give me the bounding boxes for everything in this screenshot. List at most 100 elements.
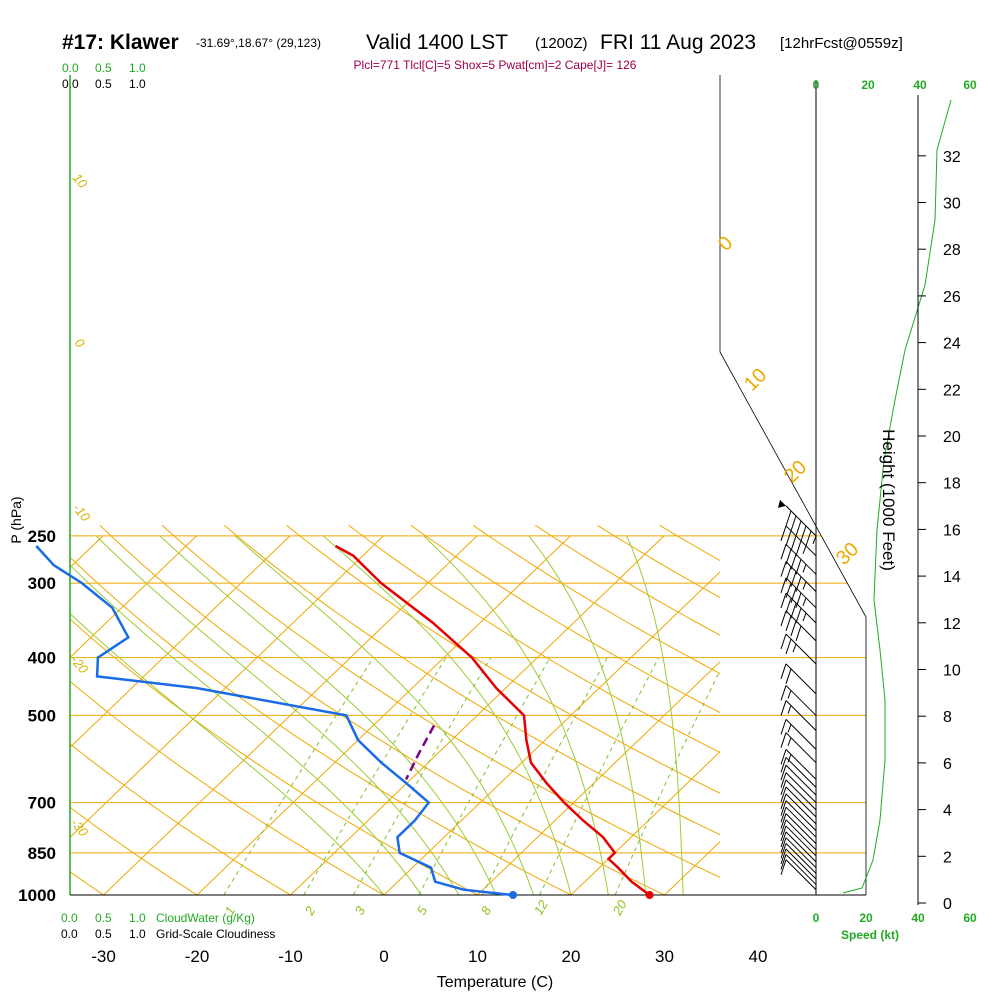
y-axis-label: P (hPa)	[8, 496, 24, 543]
pressure-tick-label: 850	[28, 844, 56, 863]
x-axis-label: Temperature (C)	[437, 974, 553, 991]
station-coords: -31.69°,18.67° (29,123)	[196, 36, 321, 50]
dry-adiabat-line	[70, 556, 573, 895]
wind-barb	[780, 757, 817, 788]
cloud-scale-top-green-0: 0.0	[62, 61, 79, 75]
mixing-ratio-line	[418, 657, 551, 895]
wind-barb	[780, 806, 817, 838]
parcel-path	[404, 725, 436, 780]
wind-barb	[780, 837, 817, 869]
wind-barb	[780, 764, 817, 796]
isotherm-line	[945, 536, 1000, 895]
dry-adiabat-line	[70, 680, 386, 895]
moist-adiabat-line	[234, 535, 535, 895]
cloud-scale-bottom-black-2: 1.0	[129, 927, 146, 941]
temperature-tick-label: 10	[468, 947, 487, 966]
height-tick-label: 22	[943, 382, 961, 399]
pressure-tick-label: 400	[28, 649, 56, 668]
cloudwater-label: CloudWater (g/Kg)	[156, 911, 255, 925]
surface-temperature-marker	[645, 891, 654, 899]
pressure-tick-label: 300	[28, 574, 56, 593]
wind-barb	[780, 831, 817, 863]
temperature-profile	[334, 544, 651, 897]
dry-adiabat-line	[70, 743, 292, 895]
mixing-ratio-line	[223, 657, 374, 895]
mixing-ratio-label-3: 3	[352, 903, 369, 917]
height-tick-label: 0	[943, 896, 952, 913]
wind-barb	[780, 732, 817, 764]
mixing-ratio-label-5: 5	[414, 903, 431, 917]
isotherm-label-10: 10	[740, 364, 771, 395]
moist-adiabat-line	[159, 535, 497, 895]
height-tick-label: 2	[943, 849, 952, 866]
temperature-tick-label: -10	[278, 947, 303, 966]
dry-adiabat-line	[971, 525, 1000, 907]
height-tick-label: 26	[943, 289, 961, 306]
wind-barb	[780, 719, 817, 750]
height-tick-label: 12	[943, 616, 961, 633]
moist-adiabat-line	[70, 612, 385, 895]
surface-dewpoint-marker	[509, 891, 518, 899]
wind-speed-profile	[842, 99, 952, 894]
height-tick-label: 16	[943, 522, 961, 539]
speed-top-tick-60: 60	[963, 78, 977, 92]
mixing-ratio-label-12: 12	[531, 897, 552, 918]
dry-adiabat-line	[70, 618, 479, 895]
speed-top-tick-40: 40	[913, 78, 927, 92]
forecast-info: [12hrFcst@0559z]	[780, 35, 903, 52]
cloud-scale-top-green-2: 1.0	[129, 61, 146, 75]
wind-barb	[780, 813, 817, 844]
moist-adiabat-line	[322, 535, 572, 895]
wind-barb	[780, 786, 817, 818]
height-tick-label: 24	[943, 336, 961, 353]
mixing-ratio-label-8: 8	[478, 903, 495, 917]
speed-bottom-tick-20: 20	[859, 911, 873, 925]
height-tick-label: 6	[943, 756, 952, 773]
height-tick-label: 10	[943, 663, 961, 680]
temperature-tick-label: 30	[655, 947, 674, 966]
wind-barb	[780, 825, 817, 857]
moist-adiabat-line	[70, 564, 422, 895]
cloud-scale-top-green-1: 0.5	[95, 61, 112, 75]
hodo-boundary	[719, 351, 867, 895]
wind-barb	[780, 859, 817, 891]
mixing-ratio-labels: 1 2 3 5 8 12 20	[222, 897, 631, 919]
dry-adiabat-line	[99, 524, 666, 895]
temperature-tick-label: 0	[379, 947, 388, 966]
wind-barb	[780, 525, 817, 557]
wind-barb	[780, 749, 817, 780]
valid-time: Valid 1400 LST	[366, 31, 508, 54]
isotherm-label-30: 30	[832, 538, 863, 569]
temperature-tick-label: 20	[562, 947, 581, 966]
wind-barbs	[778, 499, 817, 891]
wind-barb	[778, 499, 817, 547]
station-title: #17: Klawer	[62, 31, 179, 54]
mixing-ratio-label-2: 2	[301, 903, 318, 918]
dry-adiabat-line	[223, 524, 720, 836]
speed-top-tick-0: 0	[813, 78, 820, 92]
pressure-tick-label: 700	[28, 794, 56, 813]
mixing-ratio-line	[303, 657, 447, 895]
cloud-scale-bottom-black-1: 0.5	[95, 927, 112, 941]
cloud-scale-top-black-1: 0.5	[95, 77, 112, 91]
isotherm-line	[0, 536, 9, 895]
isobars	[70, 535, 866, 854]
speed-bottom-tick-0: 0	[813, 911, 820, 925]
wind-barb	[780, 663, 817, 695]
speed-bottom-tick-60: 60	[963, 911, 977, 925]
speed-top-tick-20: 20	[861, 78, 875, 92]
height-tick-label: 8	[943, 709, 952, 726]
height-tick-label: 32	[943, 149, 961, 166]
isotherm-label-20: 20	[780, 456, 811, 487]
dry-adiabat-line	[0, 525, 28, 907]
mixing-ratio-line	[614, 669, 720, 895]
adiabat-label-10: 10	[70, 170, 91, 191]
moist-adiabat-line	[626, 535, 684, 895]
temperature-tick-label: -20	[185, 947, 210, 966]
cloud-scale-bottom: 0.0 0.5 1.0 CloudWater (g/Kg) 0.0 0.5 1.…	[61, 911, 275, 941]
wind-barb	[780, 577, 817, 609]
height-tick-label: 20	[943, 429, 961, 446]
pressure-tick-label: 250	[28, 527, 56, 546]
dry-adiabat-line	[286, 524, 720, 794]
